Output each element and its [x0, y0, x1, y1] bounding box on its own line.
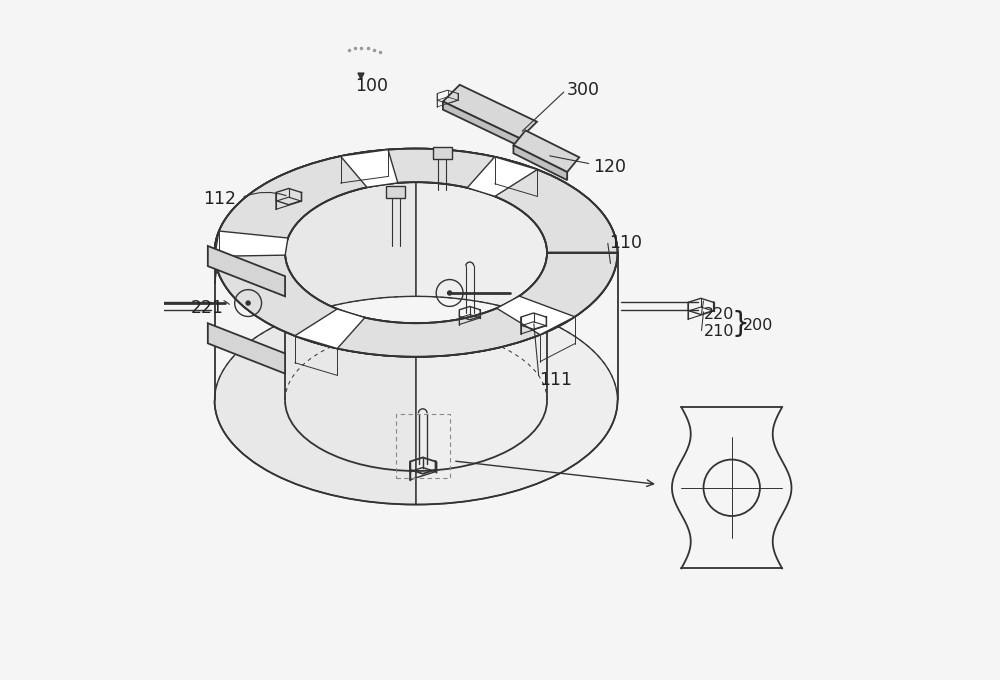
Text: }: }: [732, 310, 749, 338]
Text: 200: 200: [743, 318, 774, 333]
Bar: [396, 414, 450, 477]
Text: 111: 111: [539, 371, 572, 389]
Text: 220: 220: [704, 307, 734, 322]
Text: 100: 100: [356, 77, 389, 95]
Bar: [433, 147, 452, 158]
Polygon shape: [497, 296, 575, 335]
Text: 112: 112: [203, 190, 236, 208]
Polygon shape: [416, 148, 617, 505]
Polygon shape: [215, 149, 618, 357]
Polygon shape: [215, 148, 416, 505]
Text: 110: 110: [609, 234, 642, 252]
Circle shape: [246, 301, 250, 305]
Polygon shape: [513, 131, 579, 172]
Polygon shape: [215, 231, 288, 256]
Text: 120: 120: [593, 158, 626, 175]
Polygon shape: [341, 150, 398, 187]
Text: 300: 300: [567, 81, 600, 99]
Polygon shape: [208, 323, 285, 373]
Bar: [386, 186, 405, 198]
Polygon shape: [295, 309, 365, 349]
Circle shape: [448, 291, 452, 295]
Text: 221: 221: [191, 299, 224, 317]
Polygon shape: [443, 85, 537, 139]
Text: 210: 210: [704, 324, 734, 339]
Polygon shape: [467, 157, 537, 197]
Polygon shape: [208, 246, 285, 296]
Polygon shape: [513, 146, 567, 180]
Polygon shape: [443, 101, 520, 147]
